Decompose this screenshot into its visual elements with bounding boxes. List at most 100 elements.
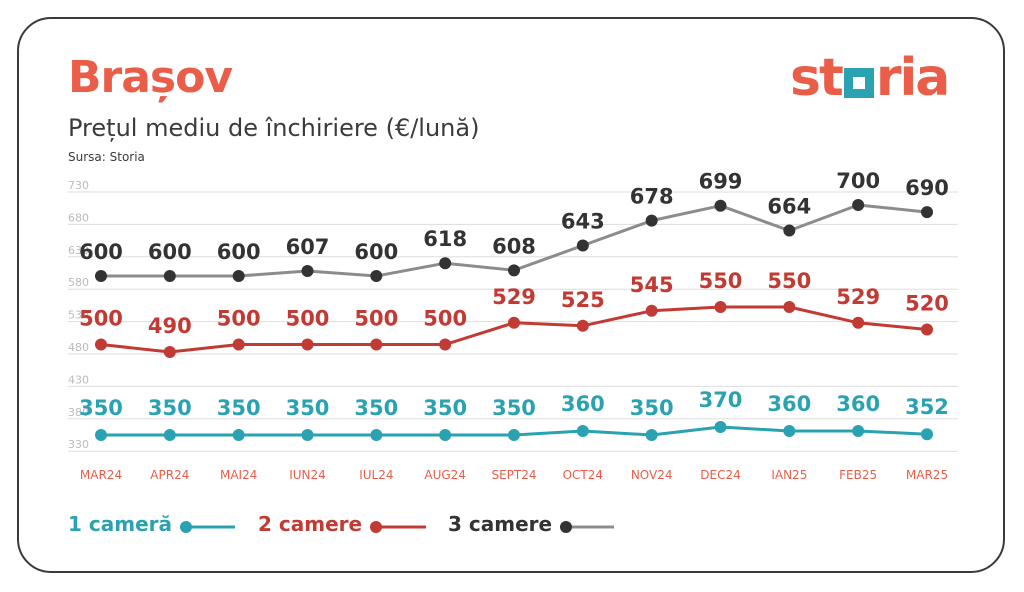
data-label: 520 [905,292,949,316]
data-label: 350 [286,396,330,420]
data-label: 360 [767,392,811,416]
legend-label-2-camere: 2 camere [258,512,363,536]
logo-text-end: ria [875,48,951,108]
data-label: 500 [354,307,398,331]
data-point [852,316,865,329]
chart-card [17,17,1005,573]
data-point [301,338,314,351]
data-point [783,224,796,237]
y-tick-label: 380 [68,406,89,419]
data-label: 618 [423,227,467,251]
data-label: 500 [79,307,123,331]
y-tick-label: 530 [68,309,89,322]
data-label: 500 [286,307,330,331]
y-tick-label: 730 [68,179,89,192]
data-point [921,323,933,336]
x-tick-label: OCT24 [563,468,603,482]
data-point [370,429,383,441]
data-label: 699 [699,170,743,194]
x-tick-label: APR24 [150,468,189,482]
data-label: 350 [630,396,674,420]
data-label: 529 [836,285,880,309]
data-label: 350 [423,396,467,420]
data-point [714,199,727,212]
x-tick-label: MAR24 [80,468,122,482]
y-tick-label: 680 [68,211,89,224]
data-point [576,425,589,437]
data-point [714,301,727,313]
data-label: 545 [630,273,674,297]
logo-square-icon [843,68,874,98]
data-point [714,421,727,433]
data-label: 360 [561,392,605,416]
data-label: 678 [630,185,674,209]
legend-2-camere: 2 camere [258,512,362,536]
data-point [645,429,658,441]
legend-label-3-camere: 3 camere [448,512,553,536]
logo-text-start: st [790,48,844,108]
data-point [576,239,589,252]
legend-marker-icon [180,521,192,533]
chart-source: Sursa: Storia [68,150,145,164]
x-tick-label: IUN24 [289,468,326,482]
data-label: 664 [767,195,811,219]
data-point [576,319,589,332]
x-tick-label: SEPT24 [491,468,536,482]
y-tick-label: 580 [68,276,89,289]
data-label: 350 [79,396,123,420]
data-point [370,270,383,282]
data-label: 350 [492,396,536,420]
data-point [95,338,107,351]
data-point [301,429,314,441]
x-tick-label: FEB25 [839,468,877,482]
data-label: 600 [354,240,398,264]
storia-logo: st ria [790,48,951,108]
data-label: 550 [699,269,743,293]
data-label: 607 [286,235,330,259]
data-point [301,265,314,278]
data-point [783,301,796,313]
data-label: 600 [79,240,123,264]
x-tick-label: MAR25 [906,468,948,482]
data-label: 350 [354,396,398,420]
y-tick-label: 480 [68,341,89,354]
data-point [163,346,176,358]
data-label: 500 [217,307,261,331]
data-point [921,206,933,219]
data-label: 600 [217,240,261,264]
data-point [232,270,245,282]
data-point [95,429,107,441]
data-point [508,429,520,441]
data-point [370,338,383,351]
data-point [783,425,796,437]
data-point [439,338,452,351]
data-label: 370 [699,388,743,412]
data-point [163,270,176,282]
data-label: 360 [836,392,880,416]
data-point [852,425,865,437]
data-point [645,304,658,317]
data-label: 525 [561,288,605,312]
x-tick-label: IUL24 [359,468,393,482]
legend-3-camere: 3 camere [448,512,552,536]
chart-subtitle: Prețul mediu de închiriere (€/lună) [68,114,480,142]
data-label: 643 [561,209,605,233]
data-point [921,428,933,441]
data-label: 600 [148,240,192,264]
data-point [232,429,245,441]
chart-city-title: Brașov [68,52,233,103]
data-label: 350 [148,396,192,420]
data-point [645,214,658,227]
data-label: 529 [492,285,536,309]
data-point [95,270,107,282]
data-label: 490 [148,314,192,338]
data-label: 350 [217,396,261,420]
legend-label-1-camera: 1 cameră [68,512,172,536]
data-point [163,429,176,441]
data-point [232,338,245,351]
x-tick-label: IAN25 [771,468,807,482]
data-label: 550 [767,269,811,293]
legend-marker-icon [560,521,572,533]
data-label: 690 [905,176,949,200]
data-point [439,257,452,270]
